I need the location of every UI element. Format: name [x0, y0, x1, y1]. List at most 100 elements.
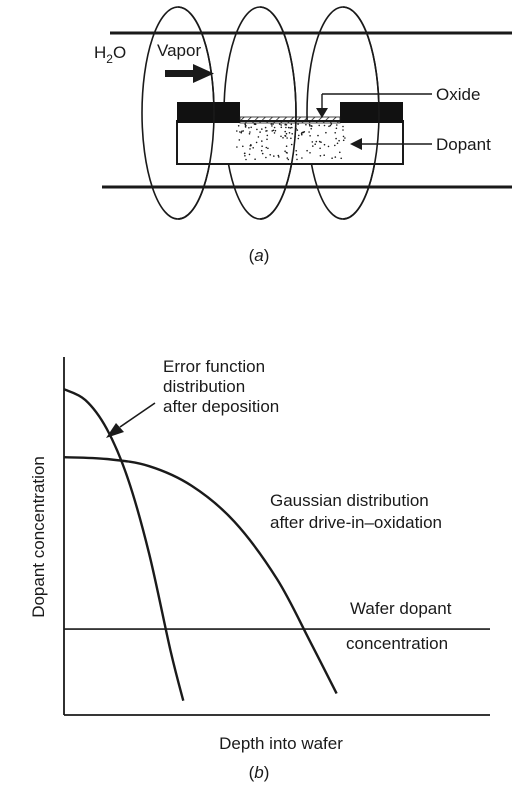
dopant-label: Dopant — [436, 135, 491, 154]
panel-b-profile-chart: Error function distribution after deposi… — [29, 357, 490, 782]
dopant-dot — [301, 157, 303, 159]
dopant-dot — [309, 135, 311, 137]
x-axis-title: Depth into wafer — [219, 734, 343, 753]
erf-curve — [64, 389, 183, 701]
dopant-dot — [342, 126, 344, 128]
dopant-dot — [324, 125, 326, 127]
dopant-dot — [288, 127, 290, 129]
dopant-dot — [239, 139, 241, 141]
dopant-dot — [238, 125, 240, 127]
dopant-dot — [241, 131, 243, 133]
oxide-arrow-icon — [316, 108, 328, 118]
dopant-dot — [296, 154, 298, 156]
dopant-dot — [305, 124, 307, 126]
dopant-dot — [266, 139, 268, 141]
dopant-dot — [284, 150, 286, 152]
dopant-dot — [340, 158, 342, 160]
dopant-dot — [318, 125, 320, 127]
dopant-dot — [244, 153, 246, 155]
dopant-dot — [338, 140, 340, 142]
dopant-dot — [317, 135, 319, 137]
dopant-dot — [245, 126, 247, 128]
dopant-dot — [312, 145, 314, 147]
dopant-dot — [281, 127, 283, 129]
dopant-dot — [245, 125, 247, 127]
dopant-dot — [320, 155, 322, 157]
dopant-dot — [286, 133, 288, 135]
wafer-annotation: Wafer dopant concentration — [346, 599, 456, 653]
vapor-label: Vapor — [157, 41, 201, 60]
dopant-dot — [248, 127, 250, 129]
dopant-dot — [254, 123, 256, 125]
dopant-dot — [269, 154, 271, 156]
dopant-dot — [328, 146, 330, 148]
dopant-dot — [316, 141, 318, 143]
dopant-dot — [256, 142, 258, 144]
dopant-dot — [304, 131, 306, 133]
dopant-dot — [337, 143, 339, 145]
dopant-dot — [312, 141, 314, 143]
h2o-label: H2O — [94, 43, 126, 66]
dopant-dot — [250, 144, 252, 146]
dopant-dot — [259, 131, 261, 133]
dopant-dot — [290, 127, 292, 129]
dopant-dot — [291, 144, 293, 146]
dopant-dot — [331, 157, 333, 159]
dopant-dot — [286, 145, 288, 147]
dopant-dot — [271, 123, 273, 125]
dopant-dot — [236, 146, 238, 148]
dopant-dot — [241, 132, 243, 134]
dopant-dot — [249, 148, 251, 150]
dopant-dot — [295, 150, 297, 152]
dopant-dot — [296, 159, 298, 161]
caption-b: (b) — [249, 763, 270, 782]
dopant-dot — [250, 127, 252, 129]
dopant-dot — [267, 148, 269, 150]
dopant-dot — [344, 137, 346, 139]
dopant-dot — [242, 130, 244, 132]
dopant-dot — [272, 123, 274, 125]
dopant-dot — [331, 123, 333, 125]
oxide-layer — [240, 117, 340, 123]
dopant-dot — [290, 138, 292, 140]
dopant-dot — [245, 159, 247, 161]
dopant-dot — [343, 136, 345, 138]
dopant-dot — [274, 127, 276, 129]
dopant-dot — [289, 132, 291, 134]
dopant-dot — [301, 134, 303, 136]
dopant-dot — [330, 125, 332, 127]
dopant-dot — [298, 138, 300, 140]
dopant-dot — [280, 124, 282, 126]
dopant-dot — [265, 127, 267, 129]
dopant-dot — [244, 155, 246, 157]
dopant-dot — [336, 124, 338, 126]
dopant-dot — [261, 140, 263, 142]
dopant-dot — [291, 124, 293, 126]
dopant-dot — [309, 152, 311, 154]
erf-annotation: Error function distribution after deposi… — [163, 357, 279, 416]
series-layer — [64, 389, 490, 701]
dopant-dot — [252, 147, 254, 149]
dopant-dot — [309, 125, 311, 127]
dopant-dot — [323, 154, 325, 156]
dopant-dot — [336, 128, 338, 130]
dopant-dot — [286, 152, 288, 154]
dopant-dot — [335, 156, 337, 158]
dopant-dot — [314, 143, 316, 145]
mask-right — [340, 102, 403, 123]
dopant-dot — [274, 132, 276, 134]
dopant-dot — [319, 148, 321, 150]
dopant-dot — [306, 150, 308, 152]
dopant-dot — [308, 131, 310, 133]
dopant-dot — [287, 157, 289, 159]
dopant-dot — [334, 132, 336, 134]
dopant-dot — [284, 131, 286, 133]
dopant-dot — [265, 157, 267, 159]
dopant-dot — [266, 147, 268, 149]
dopant-dot — [343, 140, 345, 142]
caption-a: (a) — [249, 246, 270, 265]
dopant-dot — [285, 124, 287, 126]
y-axis-title: Dopant concentration — [29, 456, 48, 618]
dopant-dot — [297, 129, 299, 131]
